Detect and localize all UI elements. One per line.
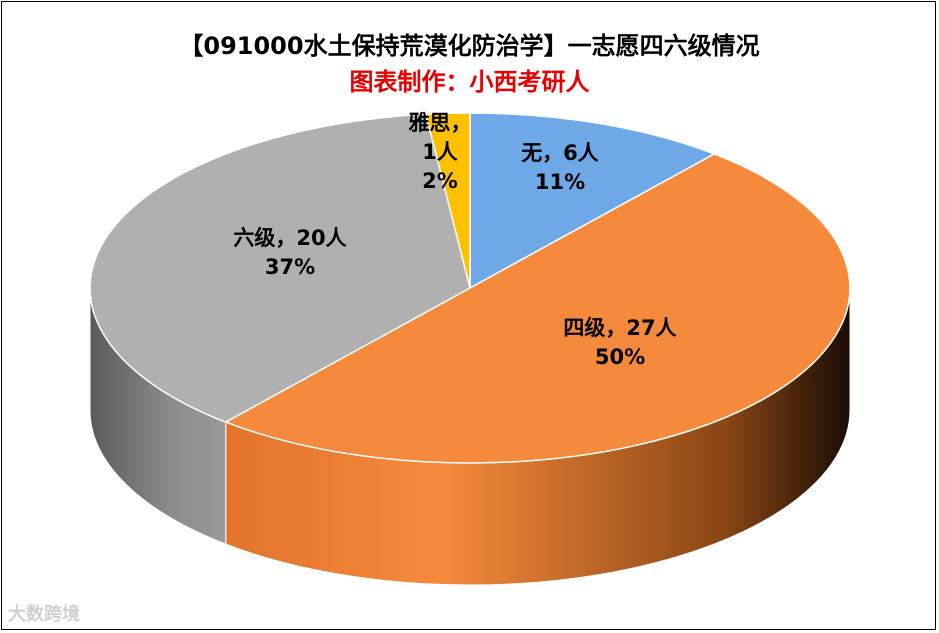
- slice-label-2-1: 37%: [265, 255, 315, 279]
- slice-label-3-2: 2%: [422, 169, 458, 193]
- pie-slice-0: [469, 112, 717, 290]
- chart-title: 【091000水土保持荒漠化防治学】一志愿四六级情况: [179, 32, 760, 60]
- slice-label-3-0: 雅思，: [409, 111, 472, 135]
- pie-slice-3: [424, 112, 471, 289]
- slice-label-0-1: 11%: [535, 170, 585, 194]
- slice-label-1-1: 50%: [595, 345, 645, 369]
- pie-slice-2: [89, 113, 471, 423]
- slice-label-2-0: 六级，20人: [233, 226, 346, 250]
- chart-subtitle: 图表制作：小西考研人: [349, 68, 590, 96]
- slice-label-1-0: 四级，27人: [563, 316, 676, 340]
- pie-slice-1: [223, 153, 851, 464]
- slice-label-3-1: 1人: [422, 140, 458, 164]
- slice-label-0-0: 无，6人: [521, 141, 599, 165]
- watermark-text: 大数跨境: [8, 604, 80, 625]
